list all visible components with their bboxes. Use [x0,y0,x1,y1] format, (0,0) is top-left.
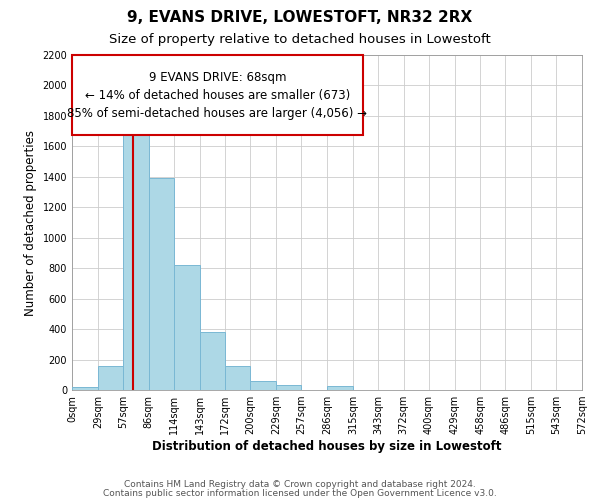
Bar [98,366,123,390]
FancyBboxPatch shape [72,55,362,136]
Bar [123,131,149,390]
Bar [72,387,98,390]
Bar [250,381,276,390]
Bar [149,178,173,390]
Bar [327,386,353,390]
Bar [276,386,301,390]
Text: Contains public sector information licensed under the Open Government Licence v3: Contains public sector information licen… [103,488,497,498]
Bar [199,332,226,390]
Y-axis label: Number of detached properties: Number of detached properties [24,130,37,316]
Text: Size of property relative to detached houses in Lowestoft: Size of property relative to detached ho… [109,32,491,46]
Bar [226,366,250,390]
Bar [173,265,199,390]
Text: 9 EVANS DRIVE: 68sqm
← 14% of detached houses are smaller (673)
85% of semi-deta: 9 EVANS DRIVE: 68sqm ← 14% of detached h… [67,70,367,120]
Text: Contains HM Land Registry data © Crown copyright and database right 2024.: Contains HM Land Registry data © Crown c… [124,480,476,489]
Text: 9, EVANS DRIVE, LOWESTOFT, NR32 2RX: 9, EVANS DRIVE, LOWESTOFT, NR32 2RX [127,10,473,25]
X-axis label: Distribution of detached houses by size in Lowestoft: Distribution of detached houses by size … [152,440,502,453]
